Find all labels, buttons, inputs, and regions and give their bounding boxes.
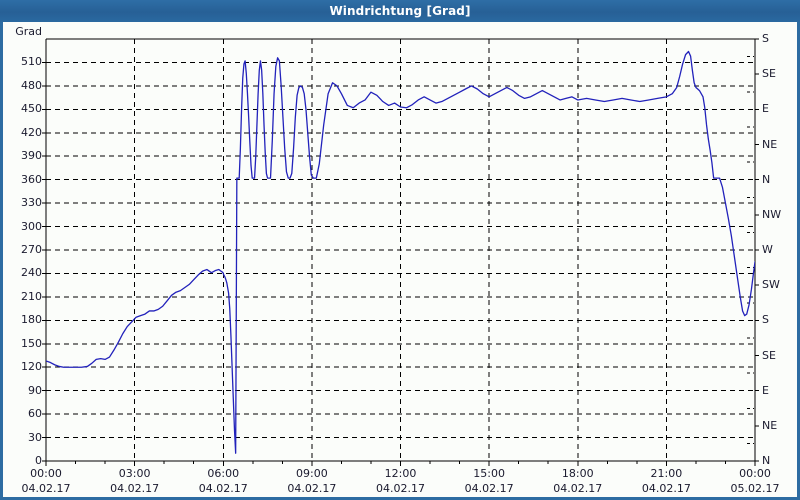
chart-canvas [42,38,759,466]
y-axis-compass-label: NE [762,418,778,432]
x-axis-date-label: 04.02.17 [376,482,425,495]
window-titlebar: Windrichtung [Grad] [0,0,800,22]
chart-gridlines [46,39,755,461]
x-axis-time-label: 06:00 [207,467,240,480]
y-axis-compass-label: SE [762,348,776,362]
y-axis-compass-label: E [762,383,769,397]
y-axis-tick-label: 330 [21,196,42,210]
y-axis-tick-label: 510 [21,55,42,69]
y-axis-tick-label: 240 [21,266,42,280]
y-axis-tick-label: 150 [21,336,42,350]
y-axis-compass-label: N [762,454,771,467]
x-axis-time-label: 09:00 [296,467,328,480]
x-axis-date-label: 04.02.17 [641,482,691,495]
y-axis-unit-label: Grad [15,25,42,38]
y-axis-compass-label: S [762,313,769,327]
y-axis-compass-label: SE [762,67,776,81]
y-axis-tick-label: 90 [28,383,42,397]
y-axis-compass-label: N [762,172,771,186]
x-axis-date-label: 04.02.17 [110,482,160,495]
x-axis-time-label: 03:00 [118,467,151,480]
y-axis-tick-label: 480 [21,78,42,92]
y-axis-tick-label: 30 [28,430,42,444]
y-axis-tick-label: 180 [21,313,42,327]
x-axis-time-label: 00:00 [739,467,771,480]
x-axis-time-label: 12:00 [384,467,417,480]
chart-axes [45,38,756,462]
y-axis-tick-label: 270 [21,243,42,256]
y-axis-tick-label: 450 [21,102,42,116]
x-axis-date-label: 05.02.17 [730,482,780,495]
y-axis-compass-label: W [762,243,773,256]
y-axis-tick-label: 390 [21,149,42,163]
y-axis-tick-label: 0 [35,454,42,467]
x-axis-time-label: 18:00 [561,467,594,480]
y-axis-compass-label: NE [762,137,778,151]
x-axis-time-label: 21:00 [650,467,683,480]
x-axis-date-label: 04.02.17 [464,482,514,495]
x-axis-date-label: 04.02.17 [287,482,337,495]
y-axis-tick-label: 210 [21,289,42,303]
y-axis-tick-label: 120 [21,360,42,374]
y-axis-compass-label: E [762,102,769,116]
y-axis-tick-label: 300 [21,219,42,233]
x-axis-date-label: 04.02.17 [553,482,603,495]
x-axis-date-label: 04.02.17 [198,482,248,495]
x-axis-date-label: 04.02.17 [21,482,71,495]
y-axis-tick-label: 420 [21,125,42,139]
x-axis-time-label: 15:00 [473,467,505,480]
x-axis-time-label: 00:00 [30,467,62,480]
y-axis-compass-label: NW [762,207,782,221]
y-axis-compass-label: SW [762,278,780,292]
y-axis-tick-label: 60 [28,407,42,421]
page-title: Windrichtung [Grad] [329,4,471,18]
y-axis-tick-label: 360 [21,172,42,186]
chart-series [46,50,755,454]
series-line-0 [46,50,755,454]
y-axis-compass-label: S [762,32,769,45]
